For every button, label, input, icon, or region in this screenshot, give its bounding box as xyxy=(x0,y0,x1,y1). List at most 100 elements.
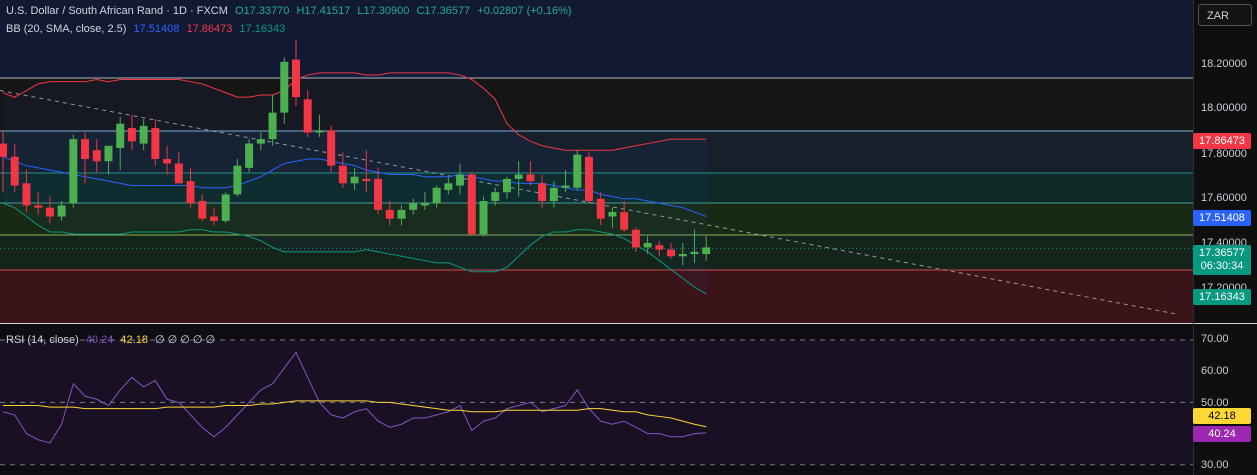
candle-body xyxy=(678,254,687,257)
candle-body xyxy=(420,203,429,206)
candle-body xyxy=(690,251,699,255)
price-tick: 18.00000 xyxy=(1201,102,1247,114)
rsi-price-label: 40.24 xyxy=(1193,426,1251,442)
candle-body xyxy=(620,212,629,230)
rsi-legend[interactable]: RSI (14, close) 40.24 42.18 ∅ ∅ ∅ ∅ ∅ xyxy=(6,333,219,346)
price-tick: 17.60000 xyxy=(1201,192,1247,204)
bb-lower-value: 17.16343 xyxy=(239,23,286,35)
candle-body xyxy=(444,183,453,190)
candle-body xyxy=(631,229,640,248)
price-axis-background xyxy=(1193,0,1257,475)
ohlc-low: L17.30900 xyxy=(357,5,410,17)
candle-body xyxy=(233,165,242,195)
rsi-tick: 30.00 xyxy=(1201,459,1229,471)
candle-body xyxy=(174,163,183,184)
rsi-extra-values: ∅ ∅ ∅ ∅ ∅ xyxy=(155,334,216,346)
candle-body xyxy=(69,139,78,204)
candle-body xyxy=(280,61,289,113)
last-price: 17.36577 xyxy=(1199,247,1245,259)
candle-body xyxy=(92,150,101,162)
candle-body xyxy=(163,159,172,164)
ohlc-close: C17.36577 xyxy=(416,5,471,17)
candle-body xyxy=(362,178,371,182)
candle-body xyxy=(256,139,265,144)
candle-body xyxy=(596,198,605,219)
rsi-ma-value: 42.18 xyxy=(120,334,148,346)
candle-body xyxy=(573,154,582,188)
last-price-label: 17.36577 06:30:34 xyxy=(1193,245,1251,275)
candle-body xyxy=(432,187,441,204)
rsi-value: 40.24 xyxy=(85,334,114,346)
zone-dark xyxy=(0,78,1193,131)
bar-countdown: 06:30:34 xyxy=(1200,260,1244,272)
candle-body xyxy=(350,176,359,184)
candle-body xyxy=(116,123,125,148)
rsi-label[interactable]: RSI (14, close) xyxy=(6,334,79,346)
candle-body xyxy=(491,192,500,202)
candle-body xyxy=(268,112,277,140)
candle-body xyxy=(0,143,7,157)
candle-body xyxy=(34,205,43,208)
bb-basis-price-label: 17.51408 xyxy=(1193,210,1251,226)
candle-body xyxy=(104,145,113,162)
price-tick: 18.20000 xyxy=(1201,58,1247,70)
candle-body xyxy=(151,128,160,160)
symbol-title[interactable]: U.S. Dollar / South African Rand · 1D · … xyxy=(6,5,228,17)
candle-body xyxy=(702,247,711,255)
bb-lower-price-label: 17.16343 xyxy=(1193,289,1251,305)
candle-body xyxy=(397,209,406,219)
candle-body xyxy=(45,207,54,217)
candle-body xyxy=(667,249,676,257)
candle-body xyxy=(315,130,324,133)
candle-body xyxy=(409,203,418,210)
bb-upper-line xyxy=(2,72,707,151)
ohlc-change: +0.02807 (+0.16%) xyxy=(477,5,572,17)
currency-button[interactable]: ZAR xyxy=(1198,4,1252,26)
candle-body xyxy=(655,245,664,250)
zone-olive xyxy=(0,235,1193,270)
bb-upper-value: 17.86473 xyxy=(186,23,233,35)
bb-basis-value: 17.51408 xyxy=(133,23,180,35)
candle-body xyxy=(538,183,547,202)
candle-body xyxy=(327,130,336,166)
candle-body xyxy=(526,174,535,182)
ohlc-high: H17.41517 xyxy=(296,5,351,17)
rsi-ma-line xyxy=(3,400,707,428)
candle-body xyxy=(57,205,66,217)
candle-body xyxy=(209,216,218,221)
candle-body xyxy=(127,128,136,142)
candle-body xyxy=(221,194,230,221)
candle-body xyxy=(479,201,488,235)
candle-body xyxy=(245,143,254,168)
candle-body xyxy=(502,178,511,193)
candle-body xyxy=(303,99,312,133)
candle-body xyxy=(514,174,523,179)
rsi-tick: 60.00 xyxy=(1201,365,1229,377)
price-tick: 17.80000 xyxy=(1201,148,1247,160)
candle-body xyxy=(292,59,300,98)
bb-upper-price-label: 17.86473 xyxy=(1193,133,1251,149)
candle-body xyxy=(139,125,148,144)
candle-body xyxy=(10,156,19,186)
zone-top xyxy=(0,0,1193,78)
rsi-tick: 70.00 xyxy=(1201,333,1229,345)
ohlc-open: O17.33770 xyxy=(234,5,290,17)
zone-teal xyxy=(0,173,1193,203)
candle-body xyxy=(374,178,383,210)
bb-label[interactable]: BB (20, SMA, close, 2.5) xyxy=(6,23,127,35)
symbol-header[interactable]: U.S. Dollar / South African Rand · 1D · … xyxy=(6,5,576,17)
candle-body xyxy=(585,156,593,202)
rsi-tick: 50.00 xyxy=(1201,397,1229,409)
candle-body xyxy=(467,174,476,235)
candle-body xyxy=(22,183,31,206)
candle-body xyxy=(81,139,90,160)
zone-red xyxy=(0,270,1193,323)
bb-lower-line xyxy=(2,202,707,295)
candle-body xyxy=(549,187,558,202)
rsi-ma-price-label: 42.18 xyxy=(1193,408,1251,424)
candle-body xyxy=(198,201,207,219)
candle-body xyxy=(561,185,570,188)
candle-body xyxy=(643,243,652,248)
bb-legend[interactable]: BB (20, SMA, close, 2.5) 17.51408 17.864… xyxy=(6,23,289,35)
